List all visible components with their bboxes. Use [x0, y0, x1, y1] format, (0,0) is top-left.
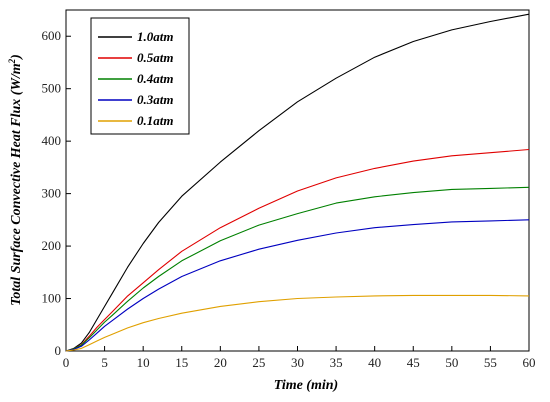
y-tick-label: 600	[42, 28, 62, 43]
x-tick-label: 15	[175, 355, 188, 370]
x-tick-label: 25	[252, 355, 265, 370]
y-tick-label: 100	[42, 291, 62, 306]
legend-label: 0.5atm	[137, 50, 173, 65]
series-line-0.4atm	[65, 186, 530, 352]
y-tick-label: 200	[42, 238, 62, 253]
legend-label: 0.4atm	[137, 71, 173, 86]
x-tick-label: 35	[330, 355, 343, 370]
y-axis-title: Total Surface Convective Heat Flux (W/m2…	[7, 54, 24, 306]
legend-label: 0.3atm	[137, 92, 173, 107]
series-line-0.5atm	[65, 148, 530, 352]
y-tick-label: 0	[55, 343, 62, 358]
x-tick-label: 60	[523, 355, 536, 370]
legend-label: 1.0atm	[137, 29, 173, 44]
y-tick-label: 400	[42, 133, 62, 148]
x-tick-label: 5	[101, 355, 108, 370]
legend-items: 1.0atm 0.5atm 0.4atm 0.3atm 0.1atm	[98, 29, 173, 128]
axis-ticks: 0 5 10 15 20 25 30 35 40 45 50 55 600100200300400500…	[42, 28, 536, 370]
y-tick-label: 300	[42, 186, 62, 201]
x-tick-label: 50	[445, 355, 458, 370]
x-tick-label: 0	[63, 355, 70, 370]
series-line-0.3atm	[65, 219, 530, 352]
legend: 1.0atm 0.5atm 0.4atm 0.3atm 0.1atm	[90, 17, 190, 135]
x-tick-label: 40	[368, 355, 381, 370]
legend-label: 0.1atm	[137, 113, 173, 128]
y-axis-title-close: )	[9, 54, 24, 61]
x-tick-label: 30	[291, 355, 304, 370]
series-line-1.0atm	[65, 13, 530, 352]
y-axis-title-main: Total Surface Convective Heat Flux (W/m	[9, 63, 24, 306]
series-line-0.1atm	[65, 294, 530, 352]
x-tick-label: 20	[214, 355, 227, 370]
y-tick-label: 500	[42, 81, 62, 96]
y-axis-title-sup: 2	[7, 58, 17, 64]
x-tick-label: 45	[407, 355, 420, 370]
x-axis-title: Time (min)	[274, 378, 338, 393]
x-tick-label: 55	[484, 355, 497, 370]
series-lines	[65, 13, 530, 352]
x-tick-label: 10	[137, 355, 150, 370]
